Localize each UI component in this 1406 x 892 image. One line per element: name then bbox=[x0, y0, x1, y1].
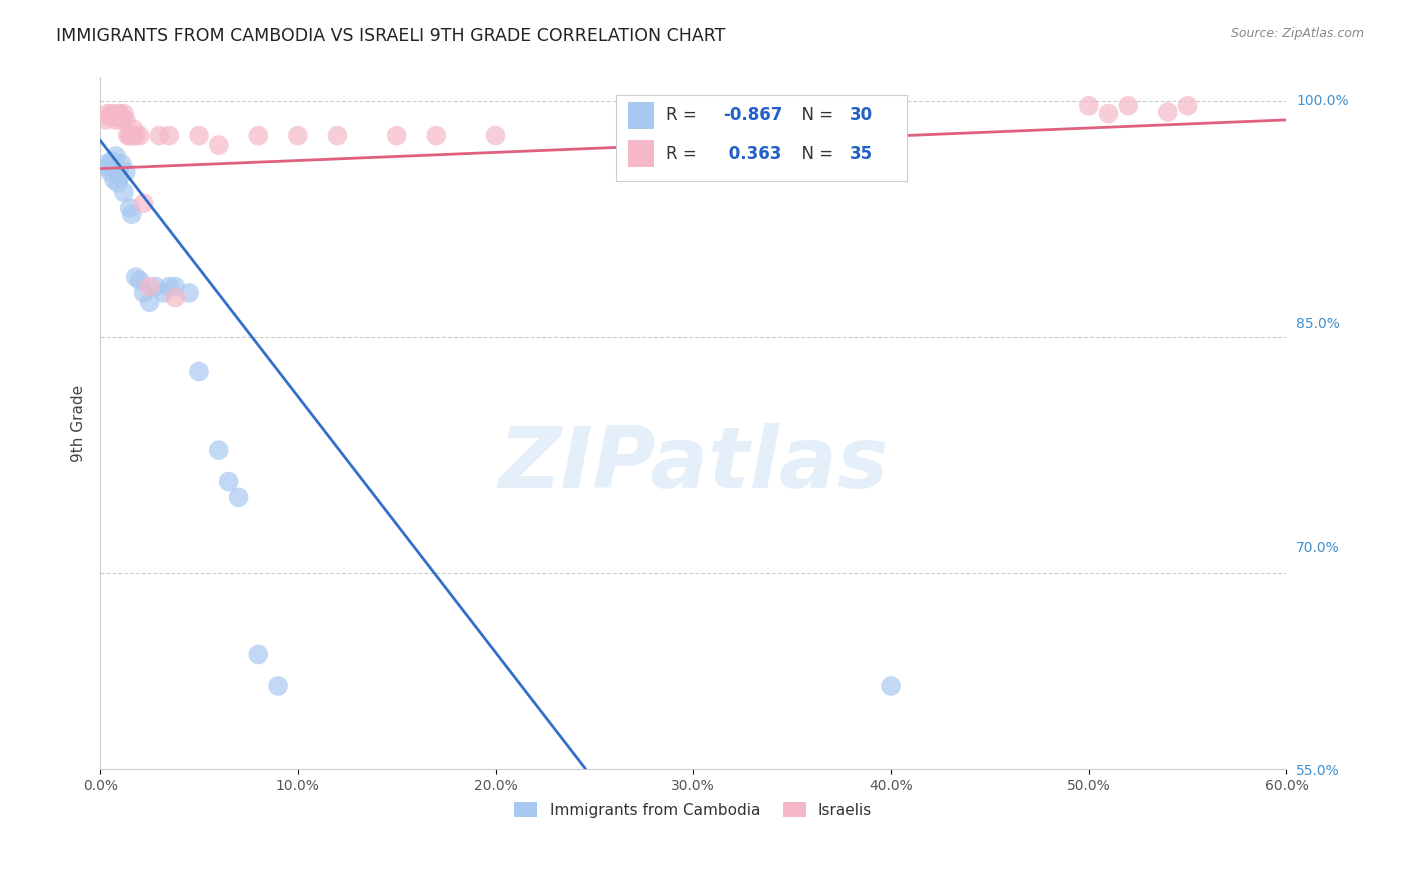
Point bbox=[1157, 105, 1180, 120]
Point bbox=[107, 176, 129, 190]
Point bbox=[1116, 99, 1139, 113]
Bar bbox=[616, 95, 907, 181]
Point bbox=[157, 279, 180, 293]
Point bbox=[114, 165, 136, 179]
Point bbox=[218, 475, 240, 489]
Point bbox=[188, 364, 211, 378]
Text: IMMIGRANTS FROM CAMBODIA VS ISRAELI 9TH GRADE CORRELATION CHART: IMMIGRANTS FROM CAMBODIA VS ISRAELI 9TH … bbox=[56, 27, 725, 45]
Point bbox=[148, 128, 170, 143]
Point bbox=[94, 112, 117, 127]
Point bbox=[1177, 99, 1199, 113]
Point bbox=[101, 106, 124, 120]
Point bbox=[138, 279, 160, 293]
Point bbox=[145, 279, 167, 293]
Point bbox=[112, 106, 135, 120]
Bar bbox=[628, 103, 654, 128]
Point bbox=[165, 291, 187, 305]
Point bbox=[104, 112, 127, 127]
Y-axis label: 9th Grade: 9th Grade bbox=[72, 384, 86, 462]
Point bbox=[128, 128, 150, 143]
Point bbox=[101, 153, 124, 168]
Point bbox=[385, 128, 408, 143]
Point bbox=[97, 160, 120, 174]
Text: R =: R = bbox=[666, 145, 702, 162]
Text: 0.363: 0.363 bbox=[723, 145, 782, 162]
Point bbox=[132, 285, 155, 300]
Point bbox=[107, 106, 129, 120]
Point bbox=[247, 648, 270, 662]
Point bbox=[208, 443, 231, 458]
Point bbox=[114, 112, 136, 127]
Point bbox=[104, 149, 127, 163]
Point bbox=[188, 128, 211, 143]
Text: N =: N = bbox=[790, 106, 838, 125]
Point bbox=[125, 270, 148, 285]
Point bbox=[117, 128, 139, 143]
Point bbox=[138, 295, 160, 310]
Text: -0.867: -0.867 bbox=[723, 106, 782, 125]
Point bbox=[128, 273, 150, 287]
Point bbox=[132, 196, 155, 211]
Point bbox=[103, 110, 125, 124]
Point bbox=[880, 679, 903, 693]
Point bbox=[484, 128, 506, 143]
Text: 30: 30 bbox=[849, 106, 873, 125]
Point bbox=[103, 172, 125, 186]
Text: Source: ZipAtlas.com: Source: ZipAtlas.com bbox=[1230, 27, 1364, 40]
Point bbox=[98, 165, 121, 179]
Point bbox=[118, 201, 141, 215]
Point bbox=[111, 112, 134, 127]
Point bbox=[177, 285, 200, 300]
Point bbox=[108, 106, 131, 120]
Point bbox=[108, 169, 131, 184]
Point bbox=[267, 679, 290, 693]
Point bbox=[121, 207, 143, 221]
Point bbox=[326, 128, 349, 143]
Point bbox=[94, 157, 117, 171]
Point bbox=[125, 128, 148, 143]
Point bbox=[1077, 99, 1099, 113]
Point bbox=[122, 122, 145, 136]
Point bbox=[111, 157, 134, 171]
Point bbox=[152, 285, 174, 300]
Point bbox=[165, 279, 187, 293]
Legend: Immigrants from Cambodia, Israelis: Immigrants from Cambodia, Israelis bbox=[509, 796, 879, 824]
Point bbox=[118, 128, 141, 143]
Text: R =: R = bbox=[666, 106, 702, 125]
Point bbox=[121, 128, 143, 143]
Point bbox=[97, 106, 120, 120]
Point bbox=[228, 490, 250, 504]
Point bbox=[98, 110, 121, 124]
Point bbox=[112, 186, 135, 200]
Point bbox=[247, 128, 270, 143]
Point bbox=[425, 128, 447, 143]
Bar bbox=[628, 140, 654, 167]
Text: 35: 35 bbox=[849, 145, 873, 162]
Text: N =: N = bbox=[790, 145, 838, 162]
Point bbox=[287, 128, 309, 143]
Point bbox=[1097, 106, 1119, 120]
Point bbox=[208, 138, 231, 153]
Text: ZIPatlas: ZIPatlas bbox=[498, 424, 889, 507]
Point bbox=[157, 128, 180, 143]
